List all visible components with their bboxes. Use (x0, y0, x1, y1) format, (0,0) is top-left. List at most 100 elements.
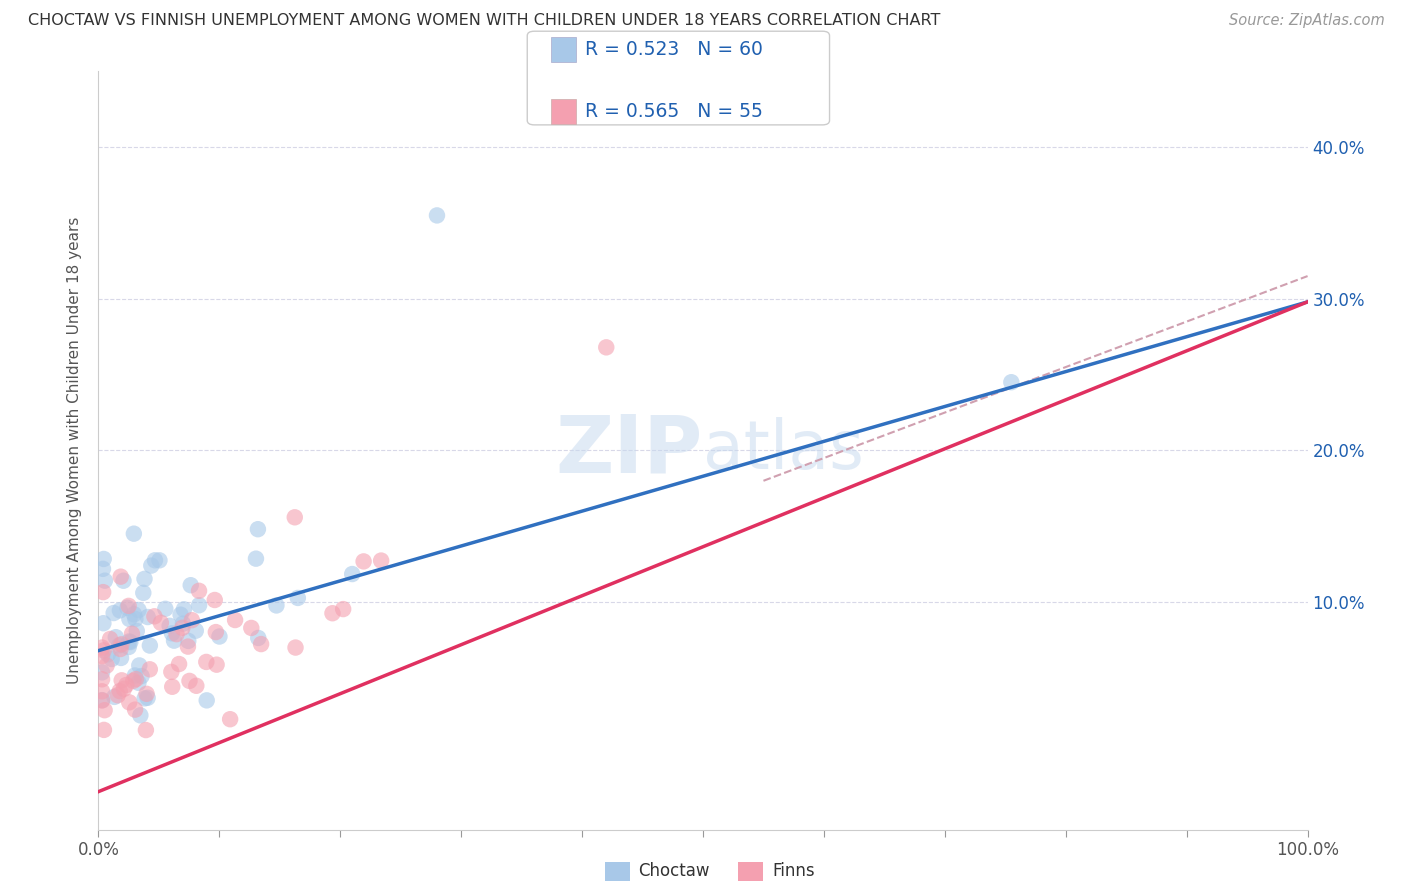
Point (595, 340, 617, 354)
Point (94, 574, 117, 588)
Text: R = 0.565   N = 55: R = 0.565 N = 55 (585, 102, 763, 121)
Point (98, 632, 121, 646)
Point (139, 662, 162, 676)
Point (284, 640, 307, 655)
Point (205, 657, 228, 672)
Point (125, 672, 148, 686)
Point (91, 693, 114, 707)
Point (246, 522, 269, 536)
Point (245, 551, 267, 566)
Point (208, 630, 231, 644)
Point (103, 606, 125, 620)
Point (284, 510, 307, 524)
Point (188, 599, 211, 613)
Point (172, 621, 194, 635)
Point (426, 209, 449, 223)
Point (124, 703, 146, 717)
Point (121, 627, 143, 641)
Point (108, 684, 131, 698)
Point (103, 690, 125, 704)
Point (110, 651, 132, 665)
Point (128, 603, 150, 617)
Point (124, 612, 146, 626)
Point (93, 723, 115, 737)
Point (136, 690, 159, 705)
Point (129, 708, 152, 723)
Point (321, 606, 343, 620)
Text: CHOCTAW VS FINNISH UNEMPLOYMENT AMONG WOMEN WITH CHILDREN UNDER 18 YEARS CORRELA: CHOCTAW VS FINNISH UNEMPLOYMENT AMONG WO… (28, 13, 941, 29)
Point (120, 635, 142, 649)
Point (180, 613, 202, 627)
Point (342, 567, 364, 582)
Point (159, 619, 181, 633)
Point (179, 673, 201, 688)
Point (131, 669, 153, 683)
Point (177, 640, 200, 654)
Point (122, 526, 145, 541)
Point (122, 607, 145, 622)
Point (91, 693, 114, 707)
Point (141, 558, 163, 573)
Point (195, 693, 218, 707)
Point (96, 658, 118, 673)
Point (118, 612, 141, 626)
Point (184, 624, 207, 638)
Point (266, 599, 288, 613)
Point (204, 593, 226, 607)
Point (1000, 375, 1022, 389)
Text: Source: ZipAtlas.com: Source: ZipAtlas.com (1229, 13, 1385, 29)
Point (122, 673, 145, 688)
Point (134, 572, 156, 586)
Point (155, 602, 177, 616)
Point (91, 640, 114, 655)
Point (353, 554, 375, 568)
Point (143, 609, 166, 624)
Point (108, 639, 131, 653)
Point (91, 684, 114, 698)
Point (104, 630, 127, 644)
Point (112, 574, 135, 588)
Point (118, 695, 141, 709)
Point (93, 552, 115, 566)
Point (370, 553, 392, 567)
Point (97, 648, 120, 662)
Point (117, 600, 139, 615)
Point (177, 633, 200, 648)
Point (93, 703, 115, 717)
Point (219, 712, 242, 726)
Text: atlas: atlas (703, 417, 863, 483)
Point (166, 627, 188, 641)
Point (107, 688, 129, 702)
Point (127, 675, 149, 690)
Point (135, 723, 157, 737)
Point (91, 562, 114, 576)
Point (180, 578, 202, 592)
Point (160, 665, 183, 679)
Point (173, 602, 195, 616)
Y-axis label: Unemployment Among Women with Children Under 18 years: Unemployment Among Women with Children U… (67, 217, 83, 684)
Point (91, 648, 114, 663)
Point (195, 655, 218, 669)
Point (132, 586, 155, 600)
Point (93, 643, 115, 657)
Point (169, 607, 191, 622)
Text: Choctaw: Choctaw (638, 863, 710, 880)
Point (91, 585, 114, 599)
Point (188, 583, 211, 598)
Point (136, 610, 159, 624)
Point (240, 621, 263, 635)
Point (128, 658, 150, 673)
Point (160, 626, 183, 640)
Text: R = 0.523   N = 60: R = 0.523 N = 60 (585, 39, 763, 59)
Point (115, 678, 138, 692)
Point (163, 633, 186, 648)
Point (139, 639, 162, 653)
Point (247, 631, 270, 645)
Point (135, 687, 157, 701)
Point (93, 616, 115, 631)
Point (100, 652, 122, 666)
Point (110, 569, 132, 583)
Point (143, 553, 166, 567)
Point (134, 691, 156, 706)
Point (91, 673, 114, 687)
